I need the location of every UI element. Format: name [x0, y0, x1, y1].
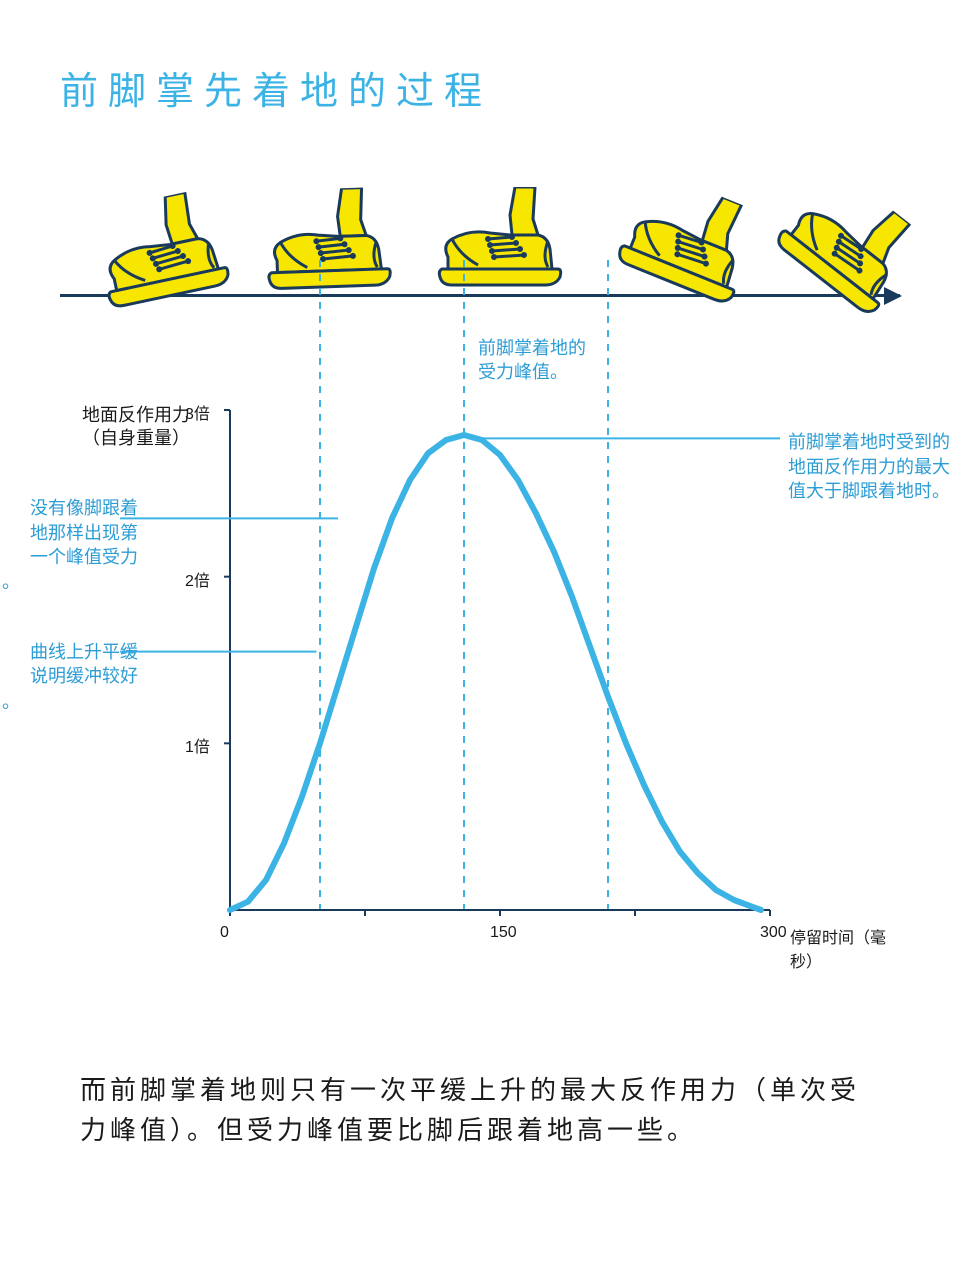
force-chart: 地面反作用力 （自身重量） 1倍 2倍 3倍 0 150 300 停留时间（毫秒） 前脚… [60, 330, 900, 980]
y-tick-label: 1倍 [185, 733, 210, 757]
annotation-left-2: 曲线上升平缓 说明缓冲较好 [30, 640, 170, 689]
x-axis-title: 停留时间（毫秒） [790, 924, 900, 972]
y-axis-title: 地面反作用力 （自身重量） [60, 404, 190, 451]
x-tick-label: 300 [760, 924, 787, 942]
page-title: 前脚掌先着地的过程 [60, 60, 492, 115]
y-tick-label: 2倍 [185, 567, 210, 591]
annotation-peak: 前脚掌着地的 受力峰值。 [478, 336, 638, 385]
body-paragraph: 而前脚掌着地则只有一次平缓上升的最大反作用力（单次受力峰值）。但受力峰值要比脚后… [80, 1070, 880, 1151]
annotation-left-2-tail: 。 [2, 690, 22, 714]
annotation-right: 前脚掌着地时受到的 地面反作用力的最大 值大于脚跟着地时。 [788, 430, 960, 503]
x-tick-label: 150 [490, 924, 517, 942]
annotation-left-1: 没有像脚跟着 地那样出现第 一个峰值受力 [30, 496, 170, 569]
annotation-left-1-tail: 。 [2, 570, 22, 594]
x-tick-label: 0 [220, 924, 229, 942]
y-tick-label: 3倍 [185, 400, 210, 424]
